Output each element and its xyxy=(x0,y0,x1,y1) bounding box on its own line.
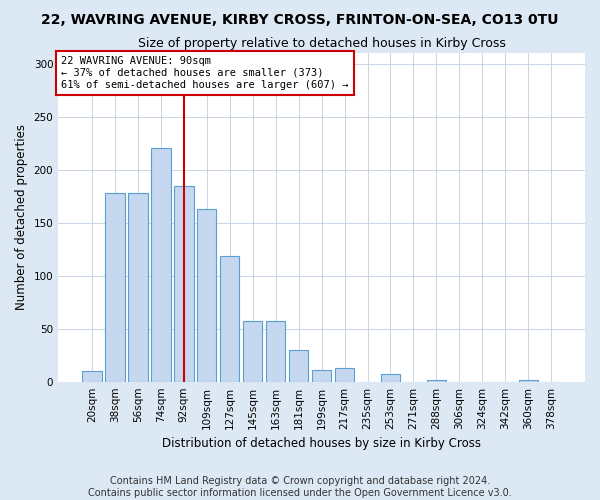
Bar xyxy=(381,374,400,382)
Bar xyxy=(151,148,170,382)
Bar xyxy=(312,370,331,382)
X-axis label: Distribution of detached houses by size in Kirby Cross: Distribution of detached houses by size … xyxy=(162,437,481,450)
Bar xyxy=(427,380,446,382)
Bar xyxy=(220,256,239,382)
Title: Size of property relative to detached houses in Kirby Cross: Size of property relative to detached ho… xyxy=(137,38,506,51)
Bar xyxy=(518,380,538,382)
Y-axis label: Number of detached properties: Number of detached properties xyxy=(15,124,28,310)
Bar xyxy=(174,186,194,382)
Bar xyxy=(197,209,217,382)
Bar xyxy=(243,322,262,382)
Bar xyxy=(289,350,308,382)
Bar xyxy=(266,322,286,382)
Text: Contains HM Land Registry data © Crown copyright and database right 2024.
Contai: Contains HM Land Registry data © Crown c… xyxy=(88,476,512,498)
Text: 22 WAVRING AVENUE: 90sqm
← 37% of detached houses are smaller (373)
61% of semi-: 22 WAVRING AVENUE: 90sqm ← 37% of detach… xyxy=(61,56,349,90)
Bar xyxy=(335,368,355,382)
Bar xyxy=(82,371,101,382)
Bar xyxy=(128,193,148,382)
Text: 22, WAVRING AVENUE, KIRBY CROSS, FRINTON-ON-SEA, CO13 0TU: 22, WAVRING AVENUE, KIRBY CROSS, FRINTON… xyxy=(41,12,559,26)
Bar xyxy=(105,193,125,382)
